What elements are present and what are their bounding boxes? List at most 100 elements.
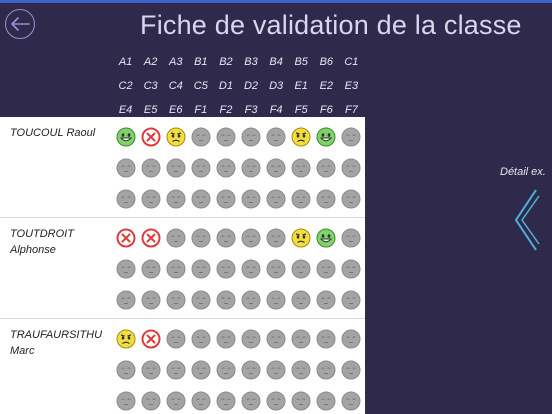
none-face-icon[interactable]	[264, 390, 289, 412]
worried-face-icon[interactable]	[113, 328, 138, 350]
none-face-icon[interactable]	[238, 188, 263, 210]
none-face-icon[interactable]	[163, 328, 188, 350]
none-face-icon[interactable]	[188, 328, 213, 350]
none-face-icon[interactable]	[339, 289, 364, 311]
none-face-icon[interactable]	[163, 227, 188, 249]
none-face-icon[interactable]	[238, 157, 263, 179]
none-face-icon[interactable]	[238, 390, 263, 412]
student-row[interactable]: TOUTDROIT Alphonse	[0, 218, 365, 319]
none-face-icon[interactable]	[289, 188, 314, 210]
none-face-icon[interactable]	[113, 359, 138, 381]
none-face-icon[interactable]	[289, 359, 314, 381]
none-face-icon[interactable]	[113, 289, 138, 311]
none-face-icon[interactable]	[188, 126, 213, 148]
status-row	[113, 385, 364, 414]
none-face-icon[interactable]	[238, 359, 263, 381]
none-face-icon[interactable]	[289, 328, 314, 350]
none-face-icon[interactable]	[339, 390, 364, 412]
none-face-icon[interactable]	[113, 390, 138, 412]
fail-face-icon[interactable]	[138, 126, 163, 148]
none-face-icon[interactable]	[138, 188, 163, 210]
none-face-icon[interactable]	[264, 126, 289, 148]
none-face-icon[interactable]	[314, 188, 339, 210]
student-list[interactable]: TOUCOUL Raoul TOUTDROIT Alphonse TRAUFAURSI…	[0, 117, 365, 414]
happy-face-icon[interactable]	[113, 126, 138, 148]
none-face-icon[interactable]	[188, 188, 213, 210]
none-face-icon[interactable]	[213, 157, 238, 179]
none-face-icon[interactable]	[163, 289, 188, 311]
header-row: A1 A2 A3 B1 B2 B3 B4 B5 B6 C1	[113, 50, 365, 74]
none-face-icon[interactable]	[314, 390, 339, 412]
none-face-icon[interactable]	[188, 359, 213, 381]
none-face-icon[interactable]	[339, 157, 364, 179]
worried-face-icon[interactable]	[289, 126, 314, 148]
none-face-icon[interactable]	[213, 227, 238, 249]
none-face-icon[interactable]	[314, 258, 339, 280]
none-face-icon[interactable]	[238, 258, 263, 280]
none-face-icon[interactable]	[213, 359, 238, 381]
none-face-icon[interactable]	[289, 258, 314, 280]
none-face-icon[interactable]	[339, 359, 364, 381]
none-face-icon[interactable]	[314, 289, 339, 311]
student-row[interactable]: TOUCOUL Raoul	[0, 117, 365, 218]
none-face-icon[interactable]	[264, 188, 289, 210]
none-face-icon[interactable]	[314, 328, 339, 350]
none-face-icon[interactable]	[188, 157, 213, 179]
none-face-icon[interactable]	[188, 390, 213, 412]
none-face-icon[interactable]	[339, 258, 364, 280]
happy-face-icon[interactable]	[314, 227, 339, 249]
none-face-icon[interactable]	[238, 289, 263, 311]
none-face-icon[interactable]	[138, 289, 163, 311]
none-face-icon[interactable]	[163, 188, 188, 210]
detail-button[interactable]	[512, 188, 540, 257]
none-face-icon[interactable]	[289, 157, 314, 179]
none-face-icon[interactable]	[238, 126, 263, 148]
none-face-icon[interactable]	[163, 157, 188, 179]
none-face-icon[interactable]	[163, 359, 188, 381]
none-face-icon[interactable]	[163, 390, 188, 412]
none-face-icon[interactable]	[339, 126, 364, 148]
none-face-icon[interactable]	[138, 258, 163, 280]
none-face-icon[interactable]	[289, 390, 314, 412]
none-face-icon[interactable]	[314, 157, 339, 179]
worried-face-icon[interactable]	[163, 126, 188, 148]
none-face-icon[interactable]	[314, 359, 339, 381]
worried-face-icon[interactable]	[289, 227, 314, 249]
competency-code: B4	[269, 56, 283, 68]
none-face-icon[interactable]	[264, 227, 289, 249]
none-face-icon[interactable]	[138, 390, 163, 412]
none-face-icon[interactable]	[113, 188, 138, 210]
none-face-icon[interactable]	[264, 157, 289, 179]
none-face-icon[interactable]	[213, 188, 238, 210]
none-face-icon[interactable]	[113, 157, 138, 179]
fail-face-icon[interactable]	[138, 328, 163, 350]
none-face-icon[interactable]	[264, 258, 289, 280]
none-face-icon[interactable]	[238, 227, 263, 249]
none-face-icon[interactable]	[213, 258, 238, 280]
none-face-icon[interactable]	[163, 258, 188, 280]
none-face-icon[interactable]	[264, 289, 289, 311]
none-face-icon[interactable]	[213, 289, 238, 311]
none-face-icon[interactable]	[339, 328, 364, 350]
fail-face-icon[interactable]	[138, 227, 163, 249]
student-row[interactable]: TRAUFAURSITHU Marc	[0, 319, 365, 414]
fail-face-icon[interactable]	[113, 227, 138, 249]
none-face-icon[interactable]	[188, 289, 213, 311]
none-face-icon[interactable]	[188, 258, 213, 280]
none-face-icon[interactable]	[264, 359, 289, 381]
none-face-icon[interactable]	[213, 328, 238, 350]
none-face-icon[interactable]	[188, 227, 213, 249]
none-face-icon[interactable]	[264, 328, 289, 350]
none-face-icon[interactable]	[213, 390, 238, 412]
none-face-icon[interactable]	[238, 328, 263, 350]
none-face-icon[interactable]	[339, 188, 364, 210]
none-face-icon[interactable]	[138, 157, 163, 179]
none-face-icon[interactable]	[138, 359, 163, 381]
none-face-icon[interactable]	[213, 126, 238, 148]
none-face-icon[interactable]	[289, 289, 314, 311]
happy-face-icon[interactable]	[314, 126, 339, 148]
none-face-icon[interactable]	[339, 227, 364, 249]
none-face-icon[interactable]	[113, 258, 138, 280]
back-button[interactable]	[5, 9, 35, 39]
header-row: C2 C3 C4 C5 D1 D2 D3 E1 E2 E3	[113, 74, 365, 98]
